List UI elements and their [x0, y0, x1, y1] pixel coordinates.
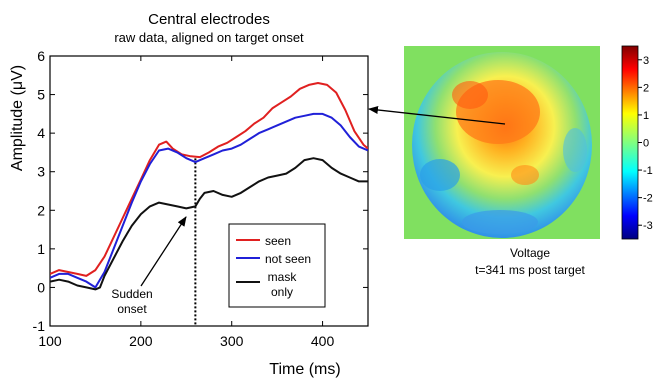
- topomap-coldspot-bottom: [462, 210, 538, 234]
- colorbar-tick-label: -2: [643, 193, 653, 205]
- legend-label-not-seen: not seen: [265, 252, 311, 266]
- x-ticks: 100 200 300 400: [38, 56, 334, 349]
- arrow-icon: [140, 216, 187, 287]
- chart-title: Central electrodes: [148, 11, 270, 28]
- series-group: [50, 82, 368, 291]
- colorbar: [621, 45, 639, 240]
- colorbar-tick-label: 2: [643, 82, 649, 94]
- y-ticks: -1 0 1 2 3 4 5 6: [33, 48, 368, 334]
- colorbar-tick-label: 1: [643, 110, 649, 122]
- legend-label-seen: seen: [265, 234, 291, 248]
- y-tick-label: 1: [37, 241, 45, 257]
- x-axis-label: Time (ms): [269, 361, 340, 378]
- topomap: [368, 46, 600, 239]
- topomap-hotspot-2: [452, 81, 488, 109]
- y-tick-label: 3: [37, 164, 45, 180]
- y-tick-label: 6: [37, 48, 45, 64]
- topomap-coldspot-right: [563, 128, 587, 172]
- series-line-not-seen: [50, 112, 368, 289]
- topomap-label-voltage: Voltage: [510, 246, 550, 260]
- colorbar-ticks: 3 2 1 0 -1 -2 -3: [638, 55, 653, 232]
- annotation-sudden: Sudden: [111, 287, 152, 301]
- x-tick-label: 300: [220, 333, 244, 349]
- colorbar-tick-label: -1: [643, 165, 653, 177]
- topomap-label-time: t=341 ms post target: [475, 263, 585, 277]
- legend-box: [228, 223, 326, 308]
- legend-label-mask-only-line1: mask: [268, 270, 298, 284]
- colorbar-tick-label: 3: [643, 55, 649, 67]
- series-line-seen: [50, 82, 368, 277]
- colorbar-tick-label: 0: [643, 138, 649, 150]
- x-tick-label: 200: [129, 333, 153, 349]
- y-axis-label: Amplitude (μV): [9, 65, 26, 171]
- colorbar-tick-label: -3: [643, 220, 653, 232]
- topomap-arrow-icon: [368, 106, 506, 125]
- topomap-coldspot-left: [420, 159, 460, 191]
- y-tick-label: -1: [33, 318, 46, 334]
- legend-label-mask-only-line2: only: [271, 285, 293, 299]
- legend: seen not seen mask only: [228, 223, 326, 308]
- chart-subtitle: raw data, aligned on target onset: [114, 30, 304, 45]
- y-tick-label: 0: [37, 279, 45, 295]
- series-line-mask-only: [50, 157, 368, 291]
- x-tick-label: 400: [311, 333, 335, 349]
- y-tick-label: 5: [37, 87, 45, 103]
- x-tick-label: 100: [38, 333, 62, 349]
- y-tick-label: 4: [37, 125, 45, 141]
- annotation-onset: onset: [117, 302, 147, 316]
- y-tick-label: 2: [37, 202, 45, 218]
- plot-frame: [49, 55, 369, 327]
- topomap-hotspot-3: [511, 165, 539, 185]
